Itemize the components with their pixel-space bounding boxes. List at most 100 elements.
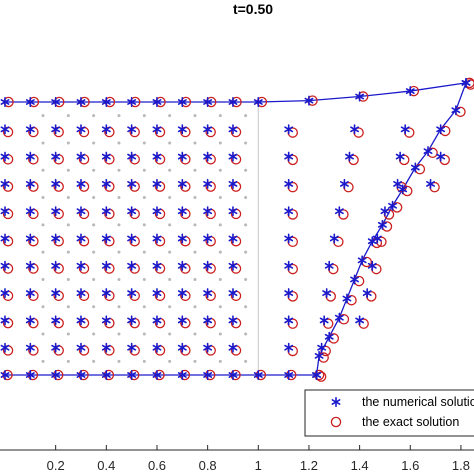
numerical-solution-point [203, 315, 213, 326]
background-point [218, 332, 222, 336]
numerical-solution-point [127, 124, 137, 135]
background-point [193, 223, 197, 227]
numerical-solution-point [395, 151, 405, 162]
numerical-solution-point [203, 124, 213, 135]
background-point [218, 114, 222, 118]
legend-asterisk [331, 396, 341, 408]
numerical-solution-point [25, 342, 35, 353]
numerical-solution-point [25, 260, 35, 271]
numerical-solution-point [76, 206, 86, 217]
numerical-solution-point [177, 206, 187, 217]
numerical-solution-point [51, 342, 61, 353]
numerical-solution-point [284, 233, 294, 244]
numerical-solution-point [203, 369, 213, 381]
numerical-solution-point [203, 233, 213, 244]
numerical-solution-point [203, 342, 213, 353]
background-point [193, 196, 197, 200]
numerical-solution-point [127, 151, 137, 162]
numerical-solution-point [51, 97, 61, 107]
numerical-solution-point [284, 206, 294, 217]
numerical-solution-point [451, 105, 461, 116]
x-tick-label: 0.2 [47, 458, 65, 473]
numerical-solution-point [228, 342, 238, 353]
background-point [168, 277, 172, 281]
chart-title: t=0.50 [233, 1, 273, 17]
numerical-solution-point [101, 233, 111, 244]
numerical-solution-point [51, 206, 61, 217]
background-point [244, 277, 248, 281]
background-point [41, 196, 45, 200]
numerical-solution-point [410, 162, 420, 173]
numerical-solution-point [203, 97, 213, 107]
background-point [92, 196, 96, 200]
numerical-solution-point [284, 342, 294, 353]
numerical-solution-point [0, 369, 10, 381]
numerical-solution-point [228, 233, 238, 244]
background-point [92, 305, 96, 309]
numerical-solution-point [0, 288, 10, 299]
background-point [193, 114, 197, 118]
numerical-solution-point [152, 288, 162, 299]
numerical-solution-point [177, 178, 187, 189]
numerical-solution-point [350, 124, 359, 135]
background-point [168, 168, 172, 172]
background-point [168, 141, 172, 145]
numerical-solution-point [127, 315, 137, 326]
numerical-solution-point [461, 77, 471, 88]
numerical-solution-point [152, 124, 162, 135]
numerical-solution-point [426, 178, 435, 189]
background-point [41, 359, 45, 363]
background-points [41, 114, 248, 363]
exact-solution-point [78, 369, 89, 381]
numerical-solution-point [312, 369, 321, 381]
background-point [193, 305, 197, 309]
numerical-solution-point [284, 260, 294, 271]
numerical-solution-point [152, 178, 162, 189]
numerical-solution-point [127, 233, 137, 244]
background-point [142, 114, 146, 118]
numerical-solution-point [127, 178, 137, 189]
background-point [193, 141, 197, 145]
numerical-solution-point [101, 315, 111, 326]
numerical-solution-point [25, 97, 35, 107]
background-point [66, 223, 70, 227]
background-point [41, 168, 45, 172]
background-point [92, 250, 96, 254]
background-point [41, 141, 45, 145]
legend: the numerical solution the exact solutio… [304, 389, 474, 437]
numerical-solution-point [152, 206, 162, 217]
background-point [92, 332, 96, 336]
background-point [193, 359, 197, 363]
exact-solution-point [2, 369, 13, 381]
background-point [117, 277, 121, 281]
x-tick-label: 0.4 [97, 458, 115, 473]
top-boundary-line [5, 82, 467, 103]
numerical-solution-point [177, 315, 187, 326]
numerical-solution-point [304, 95, 314, 106]
background-point [218, 196, 222, 200]
background-point [168, 114, 172, 118]
background-point [41, 250, 45, 254]
background-point [168, 305, 172, 309]
legend-marker-exact [330, 416, 342, 428]
numerical-solution-point [350, 274, 359, 285]
background-point [92, 141, 96, 145]
numerical-solution-point [317, 342, 327, 353]
background-point [218, 250, 222, 254]
numerical-solution-point [372, 233, 382, 244]
background-point [218, 305, 222, 309]
exact-solution-point [255, 369, 267, 381]
numerical-solution-point [380, 206, 390, 217]
numerical-solution-point [339, 178, 349, 189]
numerical-solution-point [76, 233, 86, 244]
numerical-solution-point [322, 288, 332, 299]
background-point [193, 250, 197, 254]
numerical-solution-point [51, 151, 61, 162]
background-point [117, 141, 121, 145]
numerical-solution-point [203, 288, 213, 299]
numerical-solution-point [177, 260, 187, 271]
background-point [92, 277, 96, 281]
numerical-solution-point [76, 97, 86, 107]
exact-solution-point [285, 369, 297, 381]
background-point [92, 359, 96, 363]
